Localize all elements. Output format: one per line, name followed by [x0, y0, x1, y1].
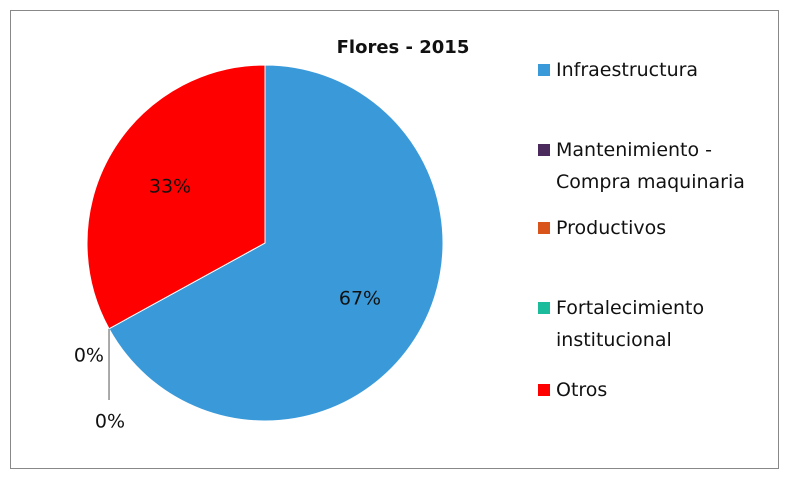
legend-item: Fortalecimiento institucional [538, 292, 778, 356]
legend-item: Otros [538, 374, 778, 406]
legend-swatch [538, 144, 550, 156]
pie-slice [86, 64, 266, 330]
data-label: 0% [95, 411, 125, 433]
legend-swatch [538, 222, 550, 234]
chart-title: Flores - 2015 [337, 37, 470, 58]
legend-swatch [538, 302, 550, 314]
legend-swatch [538, 64, 550, 76]
pie-slice [108, 64, 444, 422]
data-label: 33% [149, 175, 191, 197]
data-label: 67% [339, 288, 381, 310]
legend-item: Infraestructura [538, 54, 778, 86]
legend-label: Productivos [556, 217, 667, 239]
legend-swatch [538, 384, 550, 396]
legend-label: Infraestructura [556, 59, 699, 81]
legend-item: Productivos [538, 212, 778, 244]
legend-label: Otros [556, 379, 608, 401]
legend-label: Mantenimiento - Compra maquinaria [556, 139, 745, 193]
legend-label: Fortalecimiento institucional [556, 297, 705, 351]
legend-item: Mantenimiento - Compra maquinaria [538, 134, 778, 198]
data-label: 0% [74, 345, 104, 367]
